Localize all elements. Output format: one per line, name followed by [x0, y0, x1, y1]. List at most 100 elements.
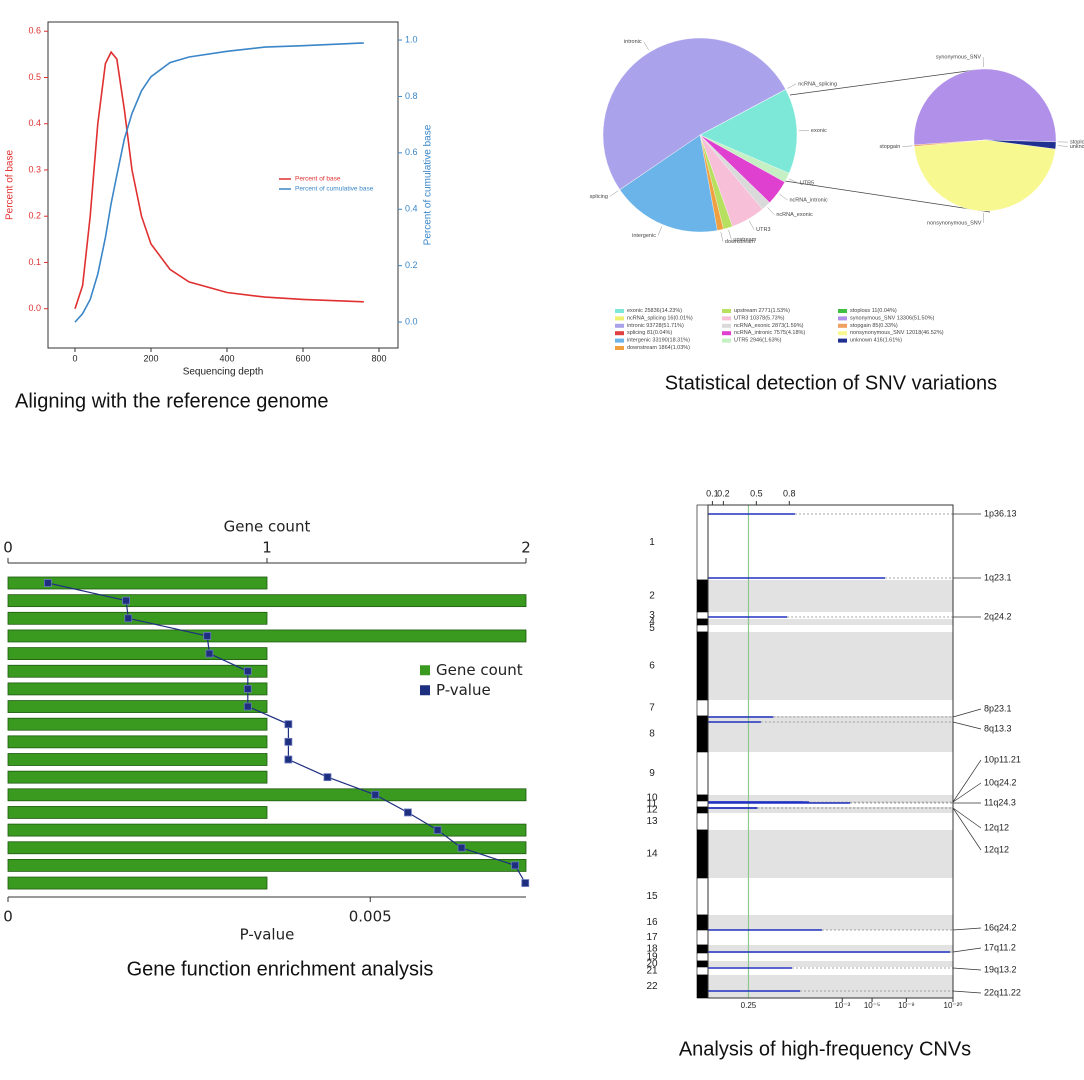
- pie-slice: [699, 89, 786, 136]
- slice-leader: [657, 226, 663, 236]
- bar: [7, 629, 527, 643]
- p-value-marker: [433, 826, 442, 834]
- connector: [789, 69, 976, 96]
- slice-label: upstream: [733, 237, 756, 243]
- ideogram: [696, 952, 709, 962]
- p-value-marker: [205, 649, 214, 658]
- slice-label: unknown: [1070, 144, 1084, 150]
- y-tick-label: 0.0: [28, 303, 41, 313]
- legend-swatch: [615, 338, 624, 343]
- y2-tick-label: 0.2: [405, 260, 418, 270]
- peak-label: 17q11.2: [984, 942, 1016, 952]
- ideogram: [696, 631, 709, 701]
- legend-swatch: [838, 338, 847, 343]
- connector: [764, 177, 991, 213]
- ideogram: [696, 806, 709, 814]
- bar: [7, 594, 527, 608]
- legend-label: UTR5 2946(1.63%): [734, 338, 782, 344]
- bar: [7, 841, 527, 855]
- legend-name: ncRNA_intronic: [734, 331, 772, 337]
- slice-leader: [749, 220, 755, 230]
- legend-swatch: [615, 309, 624, 313]
- legend-label: Percent of base: [295, 176, 341, 183]
- legend-label: synonymous_SNV 13306(51.50%): [850, 316, 935, 322]
- legend-value: 11(0.04%): [872, 308, 897, 314]
- peak-label: 8q13.3: [984, 723, 1012, 733]
- ideogram: [696, 579, 709, 613]
- slice-leader: [609, 190, 619, 197]
- p-value-marker: [457, 843, 466, 852]
- legend-name: downstream: [627, 345, 657, 351]
- peak-label: 11q24.3: [984, 797, 1016, 807]
- y-tick-label: 0.5: [28, 72, 41, 82]
- chromosome-label: 13: [646, 816, 658, 827]
- peak-label: 1q23.1: [984, 572, 1012, 582]
- bar: [7, 735, 268, 749]
- x-tick-label: 0: [72, 353, 77, 363]
- legend-label: intronic 93728(51.71%): [627, 323, 684, 329]
- legend-value: 7575(4.18%): [774, 331, 806, 337]
- ideogram: [696, 715, 709, 753]
- x-tick-label: 2: [521, 539, 531, 557]
- pie-slice: [602, 37, 786, 190]
- legend-label: intergenic 33190(18.31%): [627, 338, 690, 344]
- chromosome-label: 20: [646, 959, 658, 970]
- legend-swatch: [722, 323, 731, 328]
- peak-connector: [952, 990, 982, 994]
- ideogram: [696, 618, 709, 626]
- x2-tick-label: 0.25: [741, 1001, 757, 1010]
- chromosome-label: 1: [649, 537, 655, 548]
- band: [708, 807, 953, 813]
- ideogram: [696, 504, 709, 581]
- caption: Analysis of high-frequency CNVs: [679, 1038, 971, 1060]
- ideogram: [696, 960, 709, 968]
- peak-connector: [952, 967, 982, 971]
- legend-swatch: [722, 338, 731, 343]
- x2-axis-label: P-value: [240, 926, 295, 944]
- bar: [7, 876, 268, 890]
- legend-value: 33190(18.31%): [652, 338, 690, 344]
- chromosome-label: 21: [646, 966, 658, 977]
- peak-label: 16q24.2: [984, 922, 1017, 932]
- p-value-marker: [43, 579, 52, 587]
- x-tick-label: 200: [143, 353, 158, 363]
- legend-swatch: [615, 331, 624, 336]
- x2-tick-label: 10⁻³: [834, 1001, 850, 1010]
- x2-tick-label: 10⁻²⁰: [944, 1001, 963, 1010]
- legend-name: ncRNA_splicing: [627, 316, 666, 322]
- pie-slice: [913, 68, 1057, 146]
- legend-value: 81(0.04%): [647, 331, 673, 337]
- y2-tick-label: 0.4: [405, 204, 418, 214]
- legend-value: 12018(46.52%): [906, 331, 944, 337]
- legend-swatch: [838, 316, 847, 321]
- peak-label: 19q13.2: [984, 964, 1017, 974]
- chromosome-label: 15: [646, 891, 658, 902]
- slice-label: intronic: [624, 39, 642, 45]
- legend-swatch: [722, 331, 731, 336]
- peak-connector: [952, 708, 982, 718]
- legend-label: ncRNA_splicing 16(0.01%): [627, 316, 693, 322]
- slice-leader: [767, 207, 775, 215]
- y-tick-label: 0.1: [28, 257, 41, 267]
- y2-tick-label: 1.0: [405, 34, 418, 44]
- x2-tick-label: 0: [3, 908, 13, 926]
- legend-value: 93728(51.71%): [646, 323, 684, 329]
- chromosome-label: 9: [649, 768, 655, 779]
- slice-label: stopgain: [879, 144, 900, 150]
- legend-swatch: [838, 323, 847, 328]
- p-value-marker: [323, 773, 332, 782]
- peak-connector: [952, 721, 982, 730]
- legend-swatch: [722, 316, 731, 321]
- ideogram: [696, 966, 709, 976]
- band: [708, 632, 953, 700]
- ideogram: [696, 877, 709, 916]
- band: [708, 795, 953, 801]
- x2-tick-label: 0.005: [349, 908, 392, 926]
- ideogram: [696, 974, 709, 999]
- slice-label: stoploss: [1070, 140, 1084, 146]
- bar: [7, 859, 527, 872]
- ideogram: [696, 751, 709, 796]
- y2-tick-label: 0.6: [405, 147, 418, 157]
- bar: [7, 664, 268, 678]
